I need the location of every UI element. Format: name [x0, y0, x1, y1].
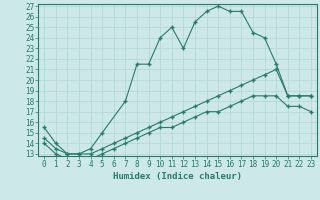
X-axis label: Humidex (Indice chaleur): Humidex (Indice chaleur): [113, 172, 242, 181]
